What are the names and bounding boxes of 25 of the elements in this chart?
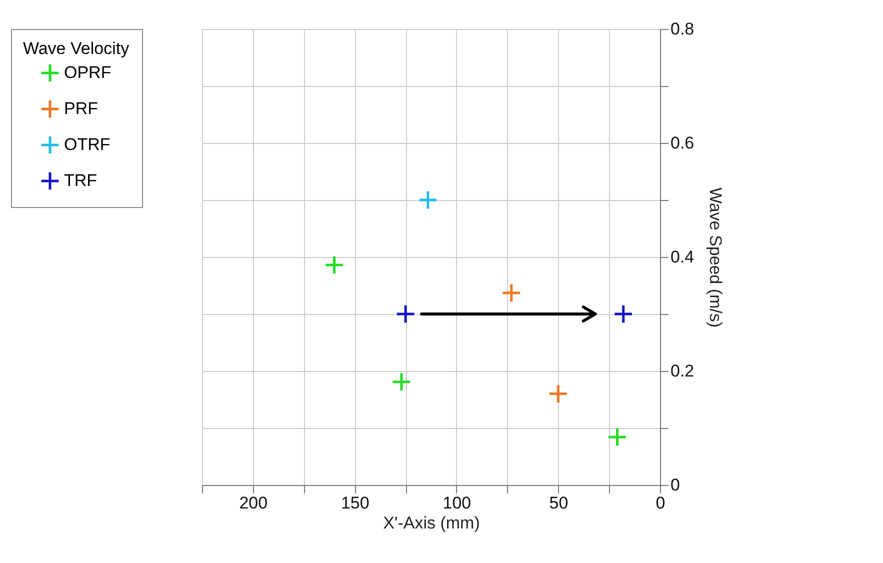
y-tick-label: 0.4 [670,248,694,266]
legend-label: OPRF [64,63,112,82]
point [607,427,628,448]
x-tick-label: 200 [239,494,268,512]
y-tick-label: 0.2 [670,362,694,380]
x-tick-label: 50 [549,494,568,512]
y-axis-title: Wave Speed (m/s) [706,187,726,328]
legend-label: OTRF [64,135,110,154]
point [324,255,344,275]
point [613,304,634,324]
x-tick-label: 150 [340,494,370,512]
point [392,372,412,392]
legend-label: TRF [64,171,98,190]
point [418,190,438,210]
x-axis-title: X'-Axis (mm) [383,514,480,532]
y-tick-label: 0.6 [670,134,694,152]
legend-title: Wave Velocity [22,39,130,58]
legend-label: PRF [64,99,98,118]
point [396,304,416,324]
x-tick-label: 0 [656,494,666,512]
y-tick-label: 0.8 [670,20,694,38]
y-tick-label: 0 [670,476,680,494]
x-tick-label: 100 [442,494,472,512]
point [548,384,568,404]
point [501,283,522,303]
